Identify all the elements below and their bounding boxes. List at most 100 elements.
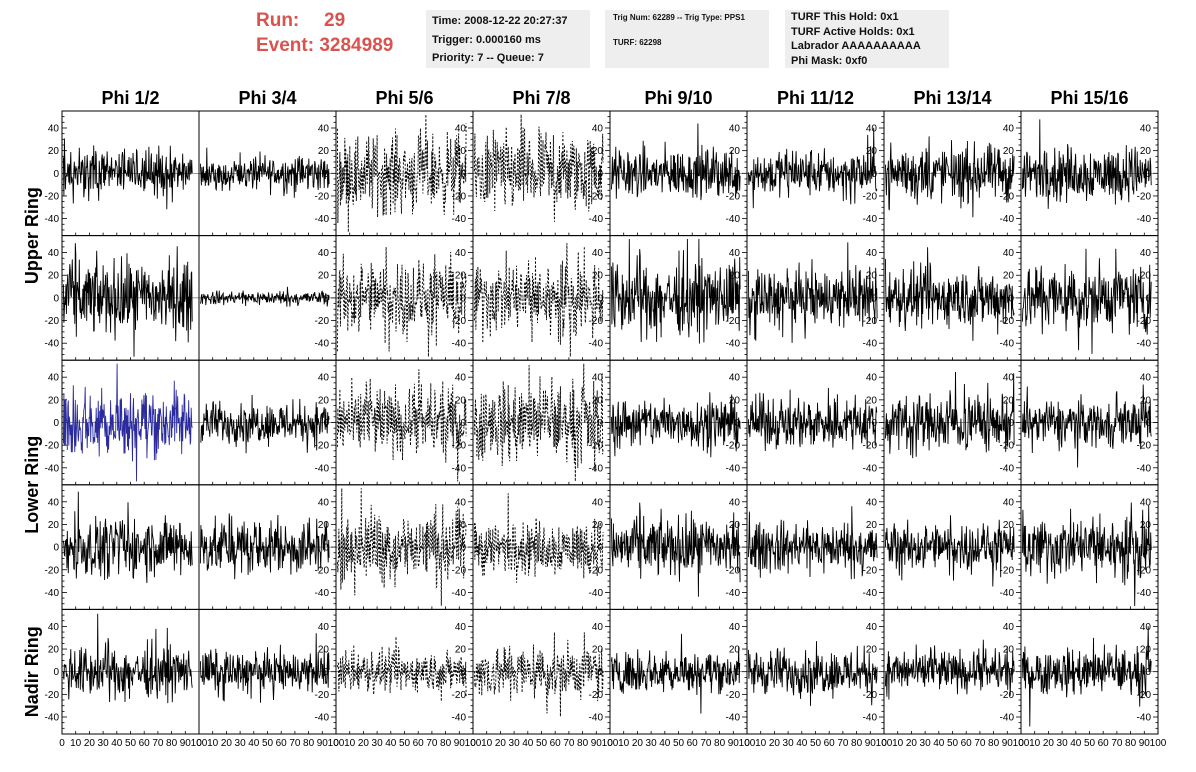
y-tick-label: 40	[455, 123, 467, 134]
y-tick-label: -20	[589, 690, 604, 701]
x-tick-label: 80	[988, 738, 1000, 749]
y-tick-label: -20	[726, 441, 741, 452]
column-header: Phi 15/16	[1050, 88, 1128, 108]
x-tick-label: 70	[152, 738, 164, 749]
x-tick-label: 50	[947, 738, 959, 749]
x-tick-label: 50	[536, 738, 548, 749]
x-tick-label: 60	[961, 738, 973, 749]
x-tick-label: 10	[344, 738, 356, 749]
y-tick-label: -20	[726, 316, 741, 327]
waveform-trace	[336, 246, 467, 357]
x-tick-label: 40	[111, 738, 123, 749]
y-tick-label: 40	[455, 497, 467, 508]
x-tick-label: 60	[276, 738, 288, 749]
y-tick-label: -40	[863, 339, 878, 350]
y-tick-label: -40	[1137, 214, 1152, 225]
y-tick-label: -40	[1137, 463, 1152, 474]
x-tick-label: 50	[399, 738, 411, 749]
y-tick-label: 40	[729, 373, 741, 384]
y-tick-label: -20	[863, 316, 878, 327]
row-label: Nadir Ring	[22, 626, 42, 717]
y-tick-label: 40	[455, 373, 467, 384]
x-tick-label: 100	[1013, 738, 1030, 749]
x-tick-label: 40	[659, 738, 671, 749]
phimask-line: Phi Mask: 0xf0	[791, 54, 868, 67]
x-tick-label: 90	[865, 738, 877, 749]
y-tick-label: 20	[1140, 395, 1152, 406]
x-tick-label: 50	[1084, 738, 1096, 749]
y-tick-label: 20	[48, 645, 60, 656]
column-header: Phi 13/14	[913, 88, 991, 108]
y-tick-label: 40	[318, 123, 330, 134]
waveform-trace	[747, 641, 878, 706]
column-header: Phi 9/10	[644, 88, 712, 108]
x-tick-label: 90	[591, 738, 603, 749]
y-tick-label: -20	[1000, 441, 1015, 452]
y-tick-label: 0	[1145, 667, 1151, 678]
y-tick-label: -40	[315, 713, 330, 724]
y-tick-label: 40	[1003, 622, 1015, 633]
y-tick-label: 0	[1008, 543, 1014, 554]
y-tick-label: 40	[48, 248, 60, 259]
y-tick-label: -40	[315, 463, 330, 474]
y-tick-label: 20	[318, 395, 330, 406]
y-tick-label: -20	[315, 191, 330, 202]
x-tick-label: 0	[59, 738, 65, 749]
y-tick-label: 40	[318, 622, 330, 633]
y-tick-label: 20	[455, 645, 467, 656]
y-tick-label: 40	[866, 373, 878, 384]
y-tick-label: -20	[1137, 441, 1152, 452]
y-tick-label: 0	[460, 667, 466, 678]
x-tick-label: 100	[465, 738, 482, 749]
y-tick-label: 20	[729, 645, 741, 656]
y-tick-label: -20	[589, 565, 604, 576]
waveform-trace	[62, 243, 193, 357]
y-tick-label: 0	[460, 418, 466, 429]
x-tick-label: 10	[755, 738, 767, 749]
y-tick-label: 20	[592, 645, 604, 656]
waveform-trace	[610, 123, 741, 201]
y-tick-label: 20	[1003, 271, 1015, 282]
x-tick-label: 30	[920, 738, 932, 749]
y-tick-label: 20	[1003, 520, 1015, 531]
y-tick-label: 0	[53, 418, 59, 429]
y-tick-label: 20	[866, 146, 878, 157]
x-tick-label: 60	[1098, 738, 1110, 749]
waveform-trace	[884, 247, 1015, 341]
y-tick-label: -20	[315, 565, 330, 576]
x-tick-label: 0	[196, 738, 202, 749]
waveform-trace	[336, 636, 467, 702]
y-tick-label: 40	[866, 622, 878, 633]
y-tick-label: 0	[323, 543, 329, 554]
turf-info-box: TURF This Hold: 0x1 TURF Active Holds: 0…	[785, 10, 949, 68]
y-tick-label: -40	[863, 713, 878, 724]
event-value: 3284989	[319, 35, 394, 56]
run-label: Run:	[256, 10, 300, 31]
y-tick-label: 20	[866, 520, 878, 531]
y-tick-label: 0	[871, 169, 877, 180]
y-tick-label: -20	[1137, 191, 1152, 202]
y-tick-label: 40	[729, 622, 741, 633]
y-tick-label: 40	[729, 248, 741, 259]
y-tick-label: -40	[1000, 463, 1015, 474]
y-tick-label: 40	[866, 497, 878, 508]
waveform-trace	[62, 363, 193, 482]
y-tick-label: 40	[866, 123, 878, 134]
waveform-trace	[62, 491, 193, 584]
x-tick-label: 80	[577, 738, 589, 749]
y-tick-label: 40	[1003, 248, 1015, 259]
x-tick-label: 30	[98, 738, 110, 749]
y-tick-label: -40	[45, 713, 60, 724]
x-tick-label: 20	[906, 738, 918, 749]
y-tick-label: 20	[592, 271, 604, 282]
y-tick-label: 0	[871, 418, 877, 429]
y-tick-label: 20	[1140, 645, 1152, 656]
x-tick-label: 70	[563, 738, 575, 749]
y-tick-label: -20	[45, 316, 60, 327]
y-tick-label: -40	[1137, 713, 1152, 724]
x-tick-label: 20	[495, 738, 507, 749]
waveform-trace	[336, 369, 467, 482]
y-tick-label: 40	[592, 123, 604, 134]
y-tick-label: -20	[452, 690, 467, 701]
y-tick-label: 40	[318, 497, 330, 508]
